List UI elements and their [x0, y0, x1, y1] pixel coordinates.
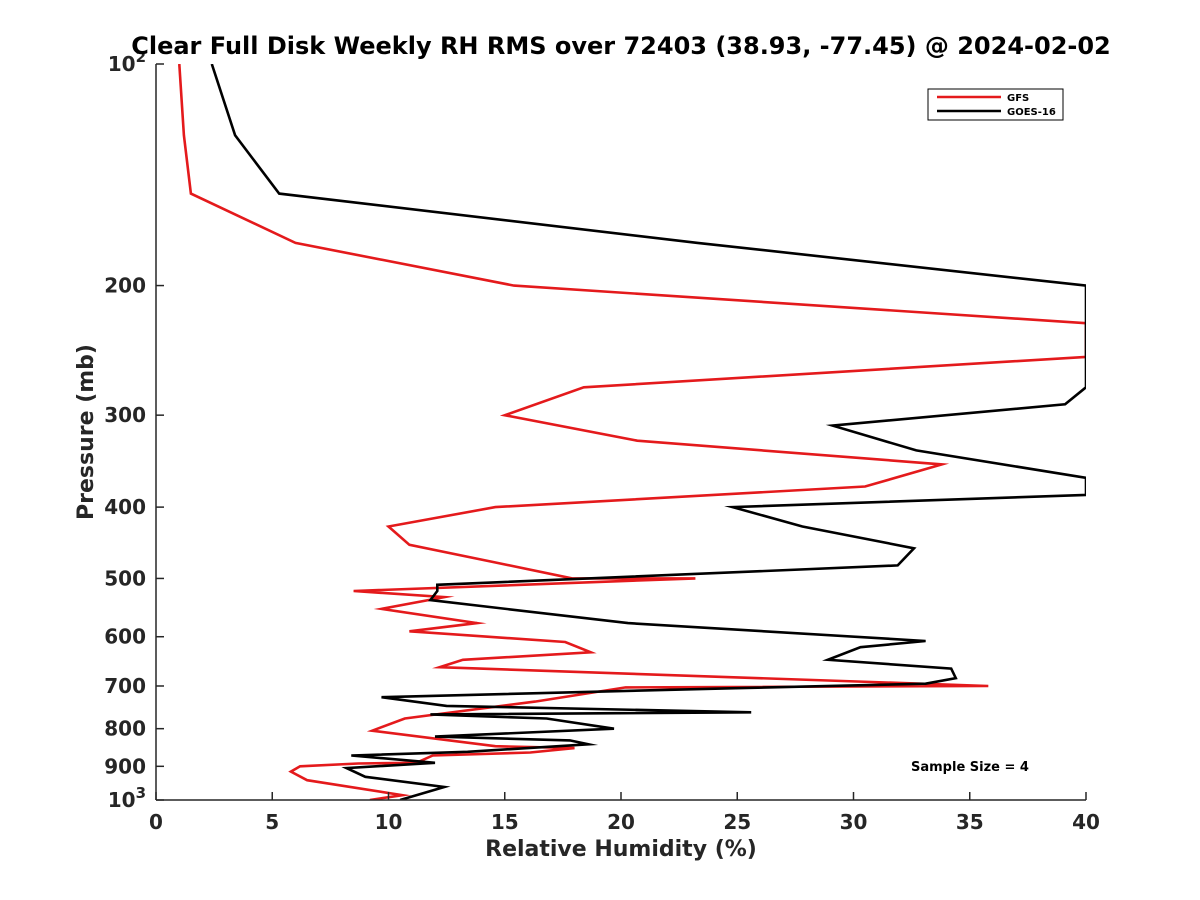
- legend: GFS GOES-16: [927, 88, 1064, 121]
- sample-size-annotation: Sample Size = 4: [911, 760, 1029, 775]
- legend-label-goes16: GOES-16: [1007, 107, 1056, 118]
- x-tick-label: 0: [149, 810, 163, 834]
- x-tick-label: 30: [840, 810, 868, 834]
- y-tick-label: 300: [104, 403, 146, 427]
- y-tick-label: 102: [108, 48, 146, 76]
- series-layer: [178, 64, 1086, 800]
- x-tick-label: 40: [1072, 810, 1100, 834]
- y-tick-label: 500: [104, 566, 146, 590]
- series-line-gfs: [178, 64, 1086, 800]
- y-tick-label-exponent: 2: [136, 48, 146, 66]
- x-tick-label: 20: [607, 810, 635, 834]
- x-tick-label: 25: [723, 810, 751, 834]
- y-tick-label: 600: [104, 625, 146, 649]
- chart-title: Clear Full Disk Weekly RH RMS over 72403…: [131, 32, 1111, 60]
- y-tick-label-base: 10: [108, 52, 136, 76]
- y-axis-title: Pressure (mb): [74, 344, 99, 520]
- y-tick-label: 400: [104, 495, 146, 519]
- ticks: 0 5 10 15 20 25 30 35 40102200300400500600700800…: [104, 48, 1100, 834]
- x-tick-label: 35: [956, 810, 984, 834]
- y-tick-label-base: 10: [108, 788, 136, 812]
- axes: [155, 64, 1086, 801]
- y-tick-label: 900: [104, 754, 146, 778]
- y-tick-label-exponent: 3: [136, 784, 146, 802]
- x-axis-title: Relative Humidity (%): [485, 837, 757, 862]
- y-tick-label: 103: [108, 784, 146, 812]
- y-tick-label: 200: [104, 274, 146, 298]
- x-tick-label: 10: [375, 810, 403, 834]
- x-tick-label: 15: [491, 810, 519, 834]
- legend-box: [927, 88, 1064, 121]
- legend-label-gfs: GFS: [1007, 93, 1029, 104]
- y-tick-label: 800: [104, 717, 146, 741]
- y-tick-label: 700: [104, 674, 146, 698]
- x-tick-label: 5: [265, 810, 279, 834]
- series-line-goes-16: [210, 64, 1086, 800]
